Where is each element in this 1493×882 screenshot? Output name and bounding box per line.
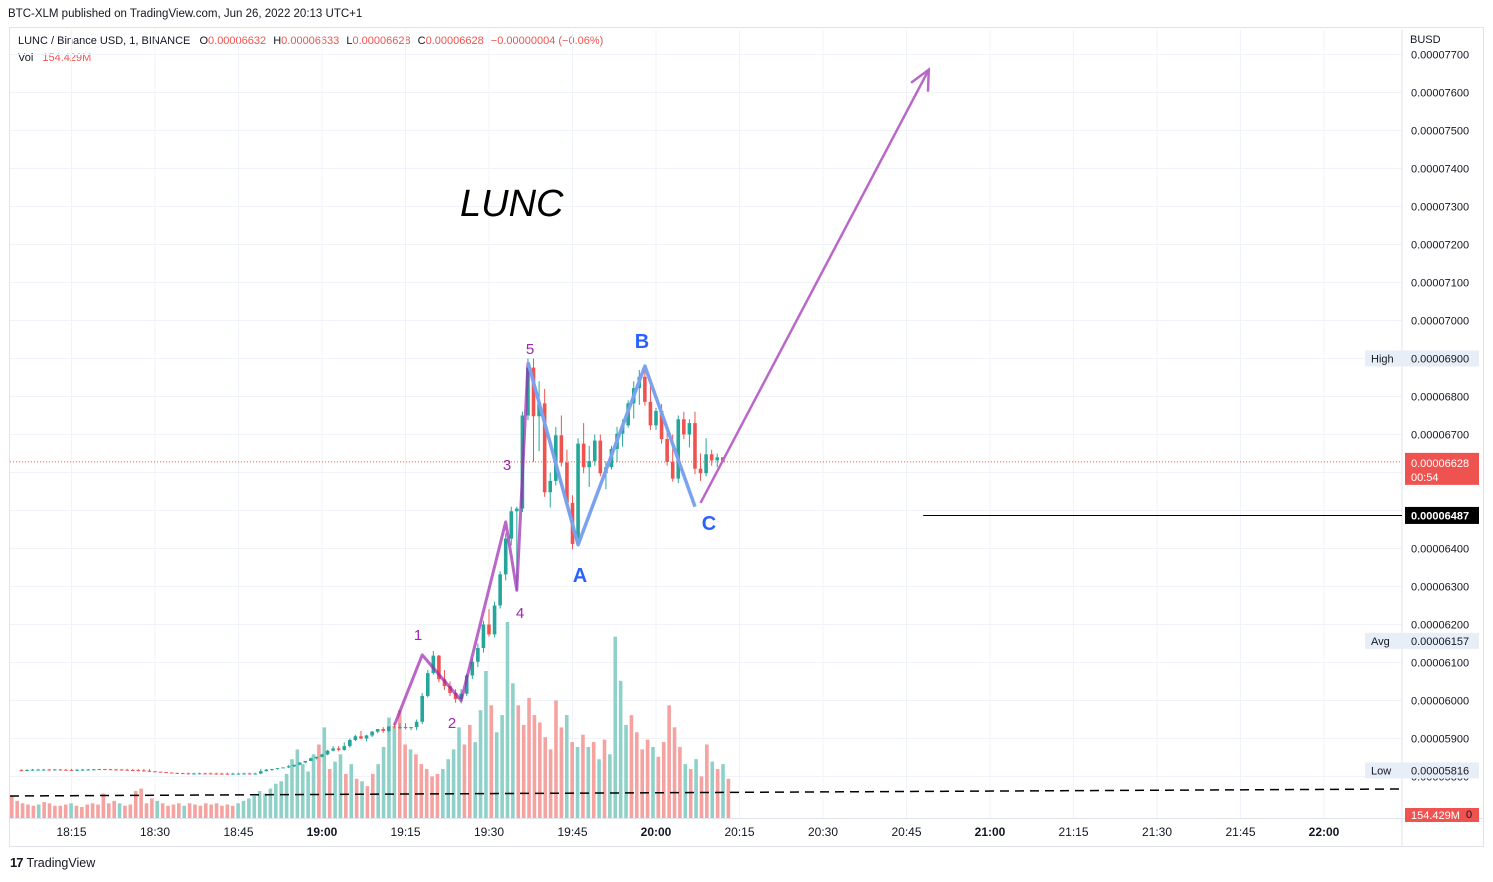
low-label: L [346, 35, 353, 47]
chart-frame [9, 27, 1484, 847]
currency-label: BUSD [1410, 34, 1441, 46]
open-value: 0.00006632 [208, 35, 267, 47]
tradingview-brand: TradingView [26, 855, 96, 870]
tradingview-logo-icon: 17 [10, 855, 24, 870]
volume-label: Vol [18, 52, 34, 64]
volume-legend[interactable]: Vol 154.429M [18, 52, 91, 64]
symbol-name[interactable]: LUNC / Binance USD, 1, BINANCE [18, 35, 191, 47]
high-value: 0.00006633 [281, 35, 340, 47]
close-value: 0.00006628 [425, 35, 484, 47]
symbol-legend[interactable]: LUNC / Binance USD, 1, BINANCE O0.000066… [18, 35, 603, 47]
volume-value: 154.429M [42, 52, 92, 64]
open-label: O [199, 35, 209, 47]
close-label: C [417, 35, 426, 47]
low-value: 0.00006628 [352, 35, 411, 47]
publish-info: BTC-XLM published on TradingView.com, Ju… [8, 8, 363, 20]
high-label: H [273, 35, 282, 47]
change-value: −0.00000004 (−0.06%) [490, 35, 604, 47]
tradingview-footer[interactable]: 17 TradingView [10, 855, 95, 870]
